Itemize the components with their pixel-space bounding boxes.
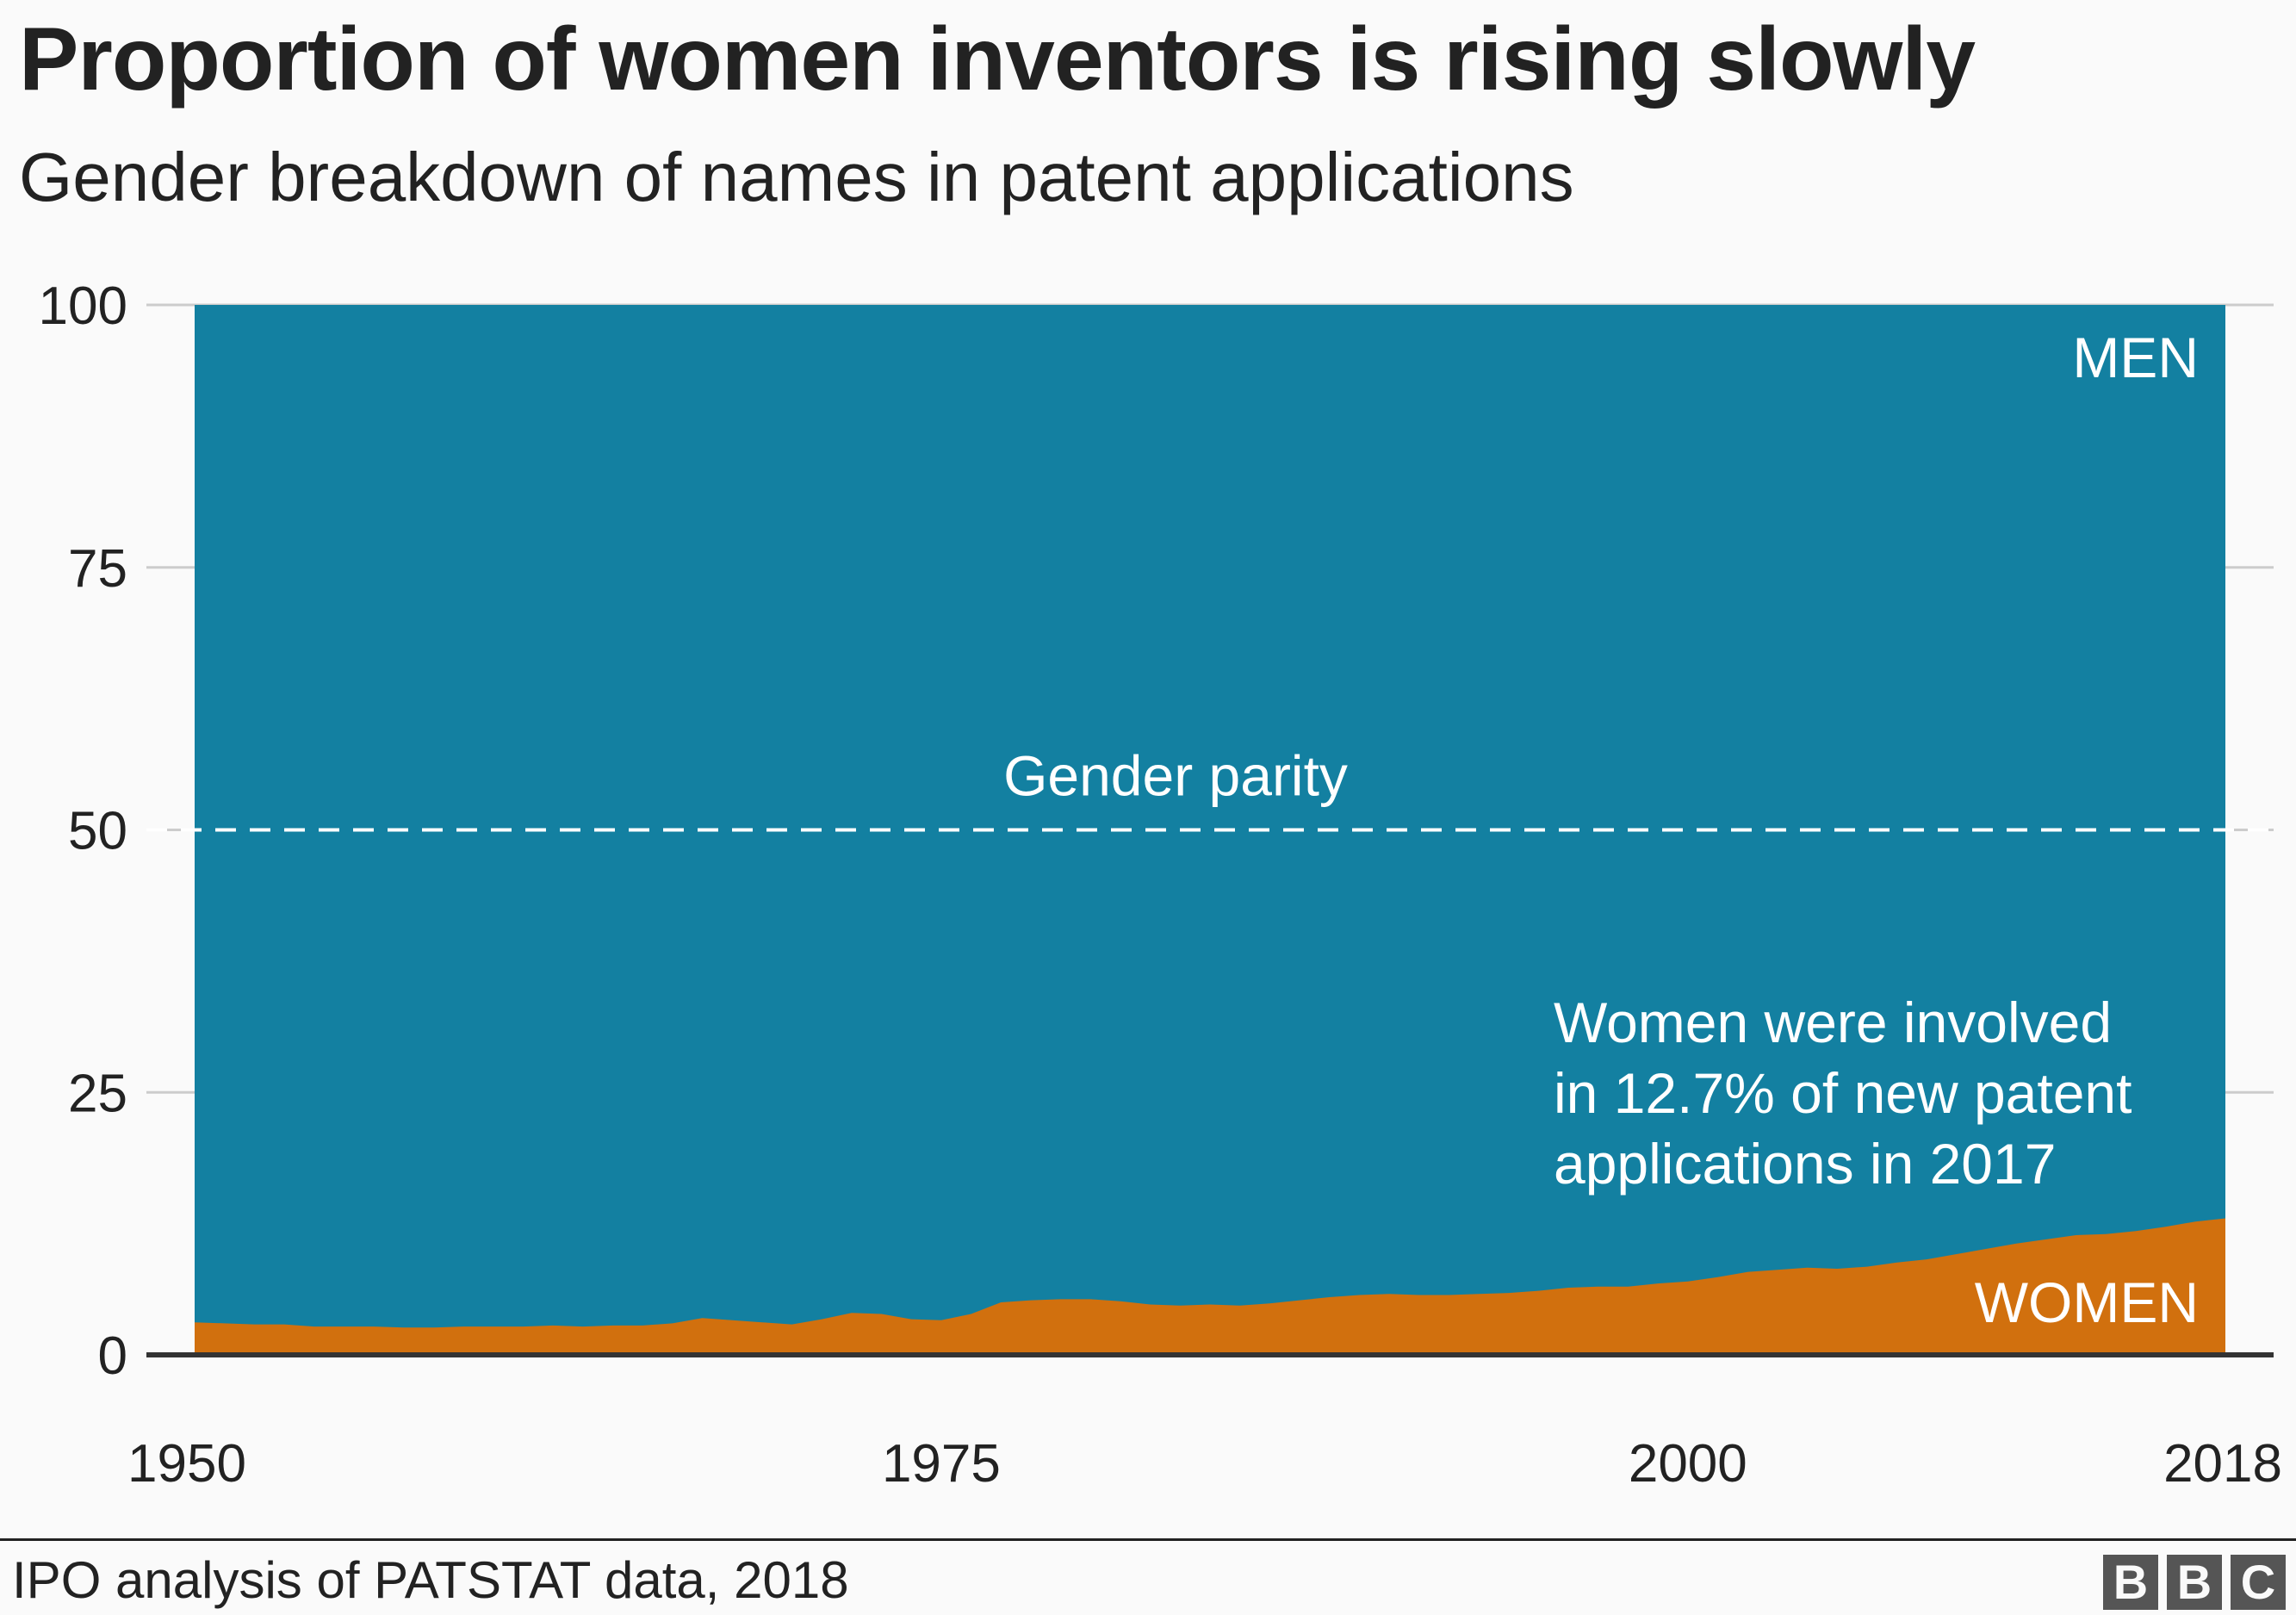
annotation-line: in 12.7% of new patent (1554, 1061, 2132, 1125)
bbc-logo-letter: B (2103, 1555, 2158, 1610)
y-tick-label: 50 (68, 802, 127, 861)
x-tick-label: 2000 (1629, 1434, 1747, 1494)
women-area (195, 1218, 2225, 1355)
footer-divider (0, 1538, 2296, 1541)
gender-parity-label: Gender parity (1003, 744, 1348, 808)
x-tick-label: 1950 (127, 1434, 246, 1494)
y-tick-label: 0 (98, 1326, 127, 1386)
bbc-logo-letter: C (2231, 1555, 2286, 1610)
y-tick-label: 75 (68, 539, 127, 599)
source-text: IPO analysis of PATSTAT data, 2018 (12, 1551, 849, 1609)
y-tick-label: 25 (68, 1064, 127, 1123)
bbc-logo: B B C (2103, 1555, 2286, 1610)
y-tick-label: 100 (39, 276, 127, 336)
chart-title: Proportion of women inventors is rising … (19, 9, 1976, 109)
x-tick-label: 2018 (2163, 1434, 2282, 1494)
men-label: MEN (2072, 326, 2199, 389)
women-label: WOMEN (1975, 1270, 2199, 1334)
bbc-logo-letter: B (2167, 1555, 2222, 1610)
annotation-line: Women were involved (1554, 991, 2112, 1054)
annotation-line: applications in 2017 (1554, 1132, 2056, 1196)
x-tick-label: 1975 (882, 1434, 1001, 1494)
chart-subtitle: Gender breakdown of names in patent appl… (19, 139, 1574, 215)
